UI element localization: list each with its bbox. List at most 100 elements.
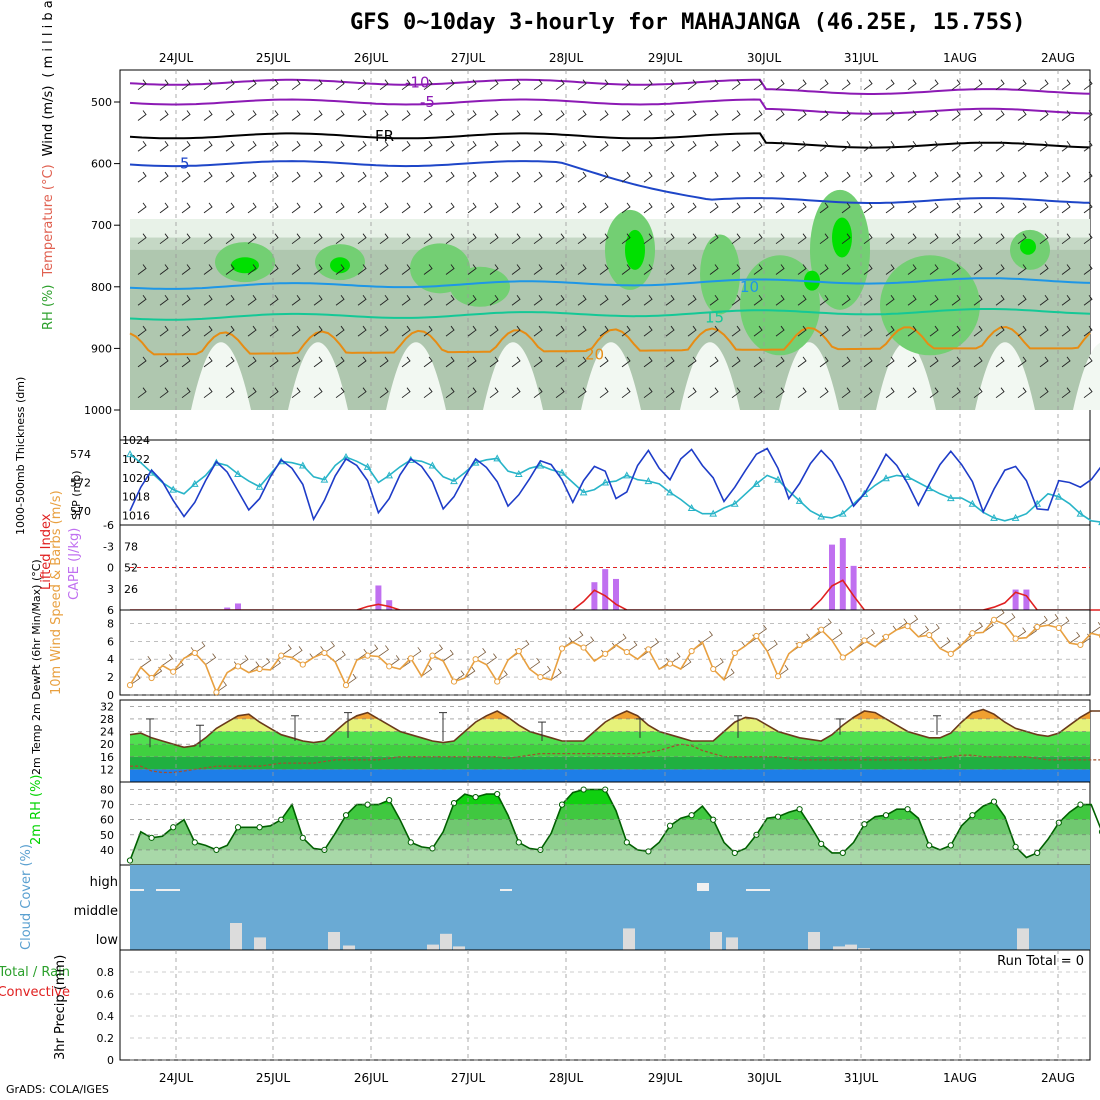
wind-barb xyxy=(841,356,851,368)
thickness-point xyxy=(428,461,437,469)
isotherm-line xyxy=(129,277,1091,290)
wind-barb xyxy=(181,79,191,91)
wind-barb xyxy=(367,644,379,656)
wind-speed-point xyxy=(969,630,976,637)
wind-barb xyxy=(489,110,499,121)
wind-barb xyxy=(643,264,653,275)
wind-speed-point xyxy=(148,674,155,682)
wind-barb xyxy=(753,202,763,214)
wind-barb xyxy=(951,141,961,152)
upper-y-label-part: ( m i l l i b a r s ) xyxy=(41,0,56,78)
wind-barb xyxy=(225,233,235,245)
wind-barb xyxy=(775,325,785,337)
wind-barb xyxy=(1017,141,1027,152)
rh2m-point xyxy=(623,839,630,846)
cloud-high-bar xyxy=(746,889,770,891)
rh2m-point xyxy=(234,824,242,831)
wind-barb xyxy=(225,356,235,368)
rh-saturated-blob xyxy=(330,257,350,274)
wind-barb xyxy=(929,202,939,214)
rh2m-point xyxy=(170,824,177,831)
wind-barb xyxy=(247,233,257,245)
wind-barb xyxy=(797,325,807,337)
wind-barb xyxy=(1083,325,1093,337)
rh2m-point xyxy=(904,806,911,813)
slp-y-label: SLP (mb) xyxy=(70,470,83,520)
wind-barb xyxy=(1083,202,1093,214)
temp-band xyxy=(130,718,1090,732)
wind-barb xyxy=(203,171,213,183)
wind-barb xyxy=(621,295,631,306)
wind-barb xyxy=(841,325,851,337)
cloud-low-bar xyxy=(328,932,340,950)
rh2m-point xyxy=(882,812,890,819)
thickness-point xyxy=(255,482,264,490)
wind-barb xyxy=(863,110,873,121)
wind-barb xyxy=(445,202,455,214)
wind-barb xyxy=(863,387,873,399)
cape-bar xyxy=(375,585,382,610)
precip-y-tick-label: 0.4 xyxy=(97,1010,115,1023)
wind-barb xyxy=(401,295,411,306)
wind-barb xyxy=(621,233,631,245)
wind-barb xyxy=(929,79,939,91)
wind-barb xyxy=(555,325,565,337)
wind-barb xyxy=(1017,356,1027,368)
wind-barb xyxy=(929,325,939,337)
wind-barb xyxy=(918,625,929,638)
li-y-tick-label: -3 xyxy=(103,540,114,553)
wind-barb xyxy=(1017,387,1027,399)
upper-y-tick-label: 800 xyxy=(91,281,112,294)
rh2m-point xyxy=(731,849,738,857)
wind-barb xyxy=(907,325,917,337)
upper-y-tick-label: 500 xyxy=(91,96,112,109)
temp-band xyxy=(130,744,1090,757)
wind-barb xyxy=(203,233,213,245)
wind-barb xyxy=(225,79,235,91)
wind-barb xyxy=(753,325,763,337)
wind-barb xyxy=(599,264,609,275)
wind-barb xyxy=(203,141,213,152)
wind-barb xyxy=(995,325,1005,337)
wind-barb xyxy=(159,171,169,183)
wind-barb xyxy=(432,644,443,656)
wind-barb xyxy=(929,141,939,152)
wind-barb xyxy=(445,79,455,91)
date-label-top: 31JUL xyxy=(844,51,879,65)
wind-barb xyxy=(797,171,807,183)
thickness-point xyxy=(298,461,307,469)
wind-barb xyxy=(291,202,301,214)
wind-barb xyxy=(357,264,367,275)
wind-barb xyxy=(1017,110,1027,121)
wind-barb xyxy=(533,356,543,368)
wind-speed-point xyxy=(126,682,134,689)
wind-barb xyxy=(1083,79,1093,91)
wind-barb xyxy=(137,233,147,245)
wind-barb xyxy=(335,325,345,337)
wind-barb xyxy=(467,264,477,275)
wind-barb xyxy=(533,233,543,245)
wind-barb xyxy=(453,670,465,682)
wind-barb xyxy=(421,664,433,677)
wind-barb xyxy=(621,264,631,275)
rh2m-point xyxy=(774,813,782,820)
wind-speed-point xyxy=(342,682,350,689)
cloud-level-label: middle xyxy=(74,904,118,919)
thickness-point xyxy=(450,477,458,485)
wind-barb xyxy=(247,356,257,368)
wind-y-tick-label: 6 xyxy=(107,635,114,648)
wind-barb xyxy=(775,110,785,121)
wind-barb xyxy=(555,264,565,275)
wind-barb xyxy=(951,110,961,121)
wind-barb xyxy=(159,264,169,275)
wind-barb xyxy=(1061,79,1071,91)
precip-frame xyxy=(119,949,1091,1061)
rh2m-panel: 40 50 60 70 80 2m RH (%) xyxy=(29,774,1100,866)
wind-barb xyxy=(313,171,323,183)
precip-y-tick-label: 0 xyxy=(107,1054,114,1067)
cape-bar xyxy=(613,578,619,610)
wind-barb xyxy=(1015,627,1027,639)
upper-y-tick-label: 1000 xyxy=(84,404,112,417)
cloud-high-bar xyxy=(500,889,512,891)
